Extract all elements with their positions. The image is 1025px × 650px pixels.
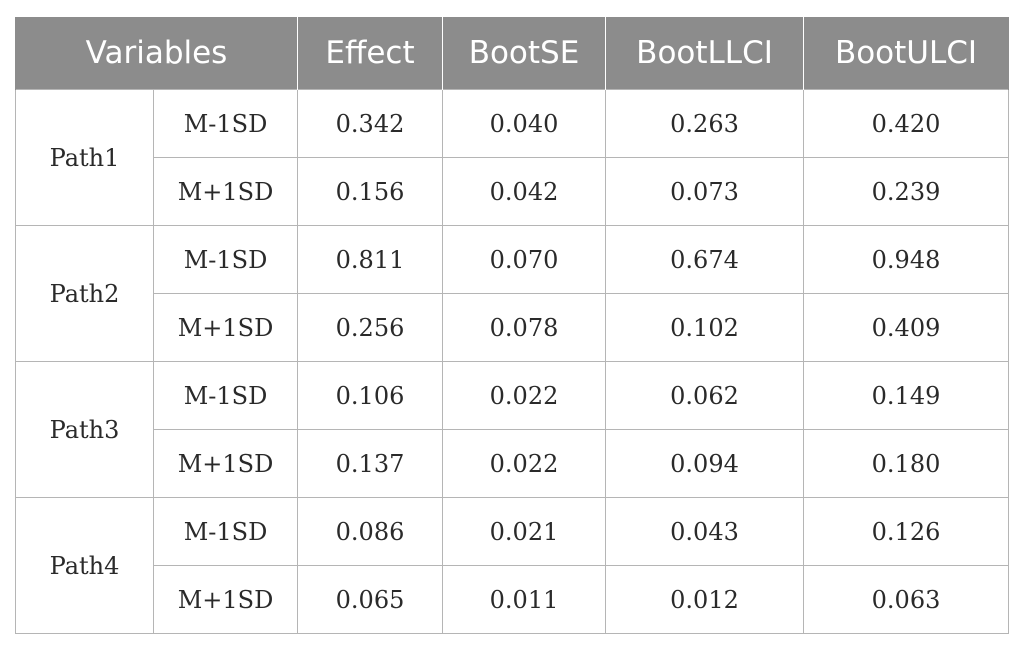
table-header: Variables Effect BootSE BootLLCI BootULC… <box>14 17 1010 90</box>
bootllci-cell: 0.102 <box>605 293 805 362</box>
results-table-container: Variables Effect BootSE BootLLCI BootULC… <box>14 17 1010 634</box>
bootse-cell: 0.022 <box>442 361 607 430</box>
bootse-cell: 0.040 <box>442 89 607 158</box>
bootllci-cell: 0.012 <box>605 565 805 634</box>
level-label: M-1SD <box>152 89 299 158</box>
effect-cell: 0.065 <box>297 565 444 634</box>
header-bootllci: BootLLCI <box>605 17 805 90</box>
level-label: M+1SD <box>152 293 299 362</box>
bootllci-cell: 0.043 <box>605 497 805 566</box>
table-row: Path4 M-1SD 0.086 0.021 0.043 0.126 <box>15 497 1010 634</box>
level-label: M+1SD <box>152 565 299 634</box>
path-label: Path1 <box>15 89 154 226</box>
header-row: Variables Effect BootSE BootLLCI BootULC… <box>14 17 1010 90</box>
effect-cell: 0.811 <box>297 225 444 294</box>
bootulci-cell: 0.420 <box>803 89 1010 158</box>
bootllci-cell: 0.263 <box>605 89 805 158</box>
header-bootulci: BootULCI <box>803 17 1010 90</box>
header-variables: Variables <box>14 17 299 90</box>
bootse-cell: 0.011 <box>442 565 607 634</box>
bootse-cell: 0.021 <box>442 497 607 566</box>
table-row: M+1SD 0.256 0.078 0.102 0.409 <box>16 293 1010 362</box>
path-label: Path2 <box>15 225 154 362</box>
level-label: M+1SD <box>152 429 299 498</box>
header-effect: Effect <box>297 17 444 90</box>
level-label: M-1SD <box>152 225 299 294</box>
level-label: M-1SD <box>152 361 299 430</box>
bootllci-cell: 0.073 <box>605 157 805 226</box>
results-table: Variables Effect BootSE BootLLCI BootULC… <box>14 17 1010 634</box>
effect-cell: 0.137 <box>297 429 444 498</box>
effect-cell: 0.086 <box>297 497 444 566</box>
effect-cell: 0.342 <box>297 89 444 158</box>
table-row: M+1SD 0.065 0.011 0.012 0.063 <box>16 565 1010 634</box>
bootulci-cell: 0.063 <box>803 565 1010 634</box>
bootse-cell: 0.042 <box>442 157 607 226</box>
table-row: Path2 M-1SD 0.811 0.070 0.674 0.948 <box>15 225 1010 362</box>
bootse-cell: 0.078 <box>442 293 607 362</box>
path-label: Path4 <box>15 497 154 634</box>
table-row: M+1SD 0.156 0.042 0.073 0.239 <box>16 157 1010 226</box>
level-label: M-1SD <box>152 497 299 566</box>
bootulci-cell: 0.180 <box>803 429 1010 498</box>
bootse-cell: 0.022 <box>442 429 607 498</box>
bootllci-cell: 0.094 <box>605 429 805 498</box>
table-row: M+1SD 0.137 0.022 0.094 0.180 <box>16 429 1010 498</box>
bootulci-cell: 0.126 <box>803 497 1010 566</box>
effect-cell: 0.106 <box>297 361 444 430</box>
table-row: Path1 M-1SD 0.342 0.040 0.263 0.420 <box>15 89 1010 226</box>
path-label: Path3 <box>15 361 154 498</box>
level-label: M+1SD <box>152 157 299 226</box>
bootulci-cell: 0.409 <box>803 293 1010 362</box>
effect-cell: 0.256 <box>297 293 444 362</box>
bootse-cell: 0.070 <box>442 225 607 294</box>
bootulci-cell: 0.149 <box>803 361 1010 430</box>
effect-cell: 0.156 <box>297 157 444 226</box>
bootllci-cell: 0.062 <box>605 361 805 430</box>
bootllci-cell: 0.674 <box>605 225 805 294</box>
table-row: Path3 M-1SD 0.106 0.022 0.062 0.149 <box>15 361 1010 498</box>
header-bootse: BootSE <box>442 17 607 90</box>
bootulci-cell: 0.948 <box>803 225 1010 294</box>
bootulci-cell: 0.239 <box>803 157 1010 226</box>
table-body: Path1 M-1SD 0.342 0.040 0.263 0.420 M+1S… <box>15 89 1010 634</box>
